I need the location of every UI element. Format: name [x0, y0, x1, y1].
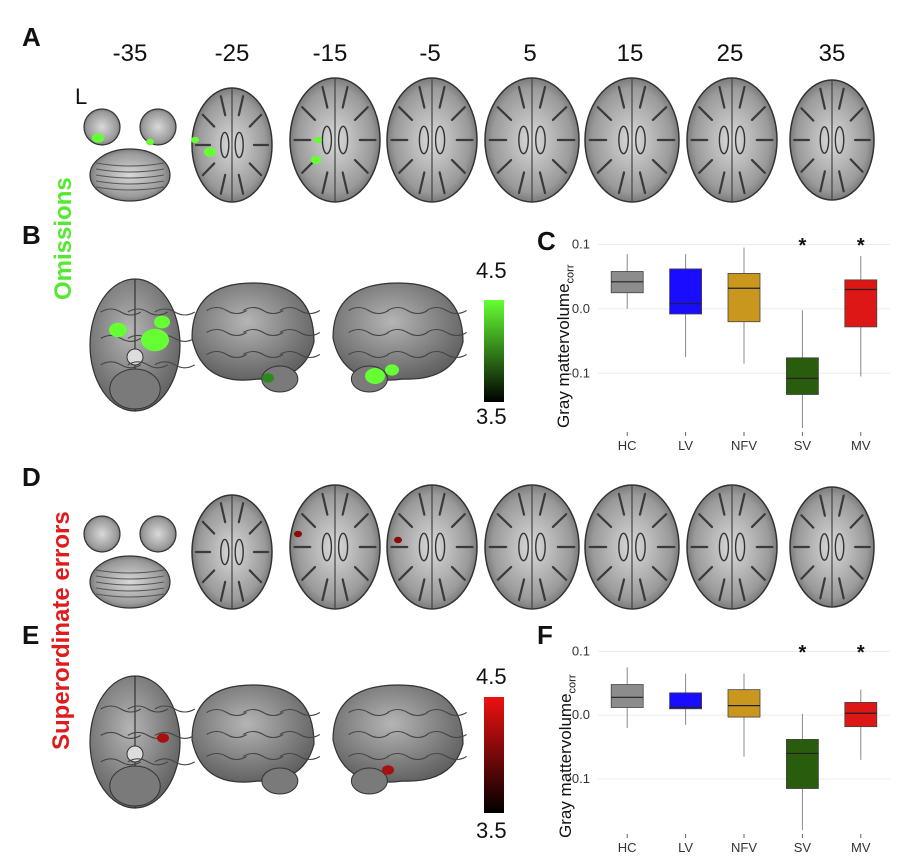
box-SV	[785, 739, 819, 789]
slice-a-minus35	[83, 108, 177, 202]
activation-green-1	[92, 133, 104, 143]
slice-coord-2: -15	[312, 40, 348, 67]
slice-coord-0: -35	[112, 40, 148, 67]
x-tick-label: SV	[794, 438, 812, 453]
box-NFV	[727, 273, 761, 323]
x-tick-label: LV	[678, 438, 693, 453]
panel-letter-a: A	[22, 22, 41, 52]
significance-star: *	[799, 235, 807, 257]
slice-coord-3: -5	[419, 40, 441, 67]
slice-d-25	[686, 484, 778, 610]
significance-star: *	[857, 642, 865, 664]
slice-a-minus5	[386, 77, 478, 203]
slice-a-25	[686, 77, 778, 203]
activation-green-b2	[141, 328, 169, 352]
significance-star: *	[857, 235, 865, 257]
x-tick-label: NFV	[731, 840, 757, 855]
brain-lateral-left-b	[191, 282, 321, 393]
red-colorbar-max: 4.5	[476, 664, 507, 689]
green-colorbar-max: 4.5	[476, 258, 507, 283]
slice-d-5	[484, 484, 580, 610]
box-MV	[844, 702, 878, 728]
activation-red-2	[394, 536, 402, 544]
activation-green-5	[311, 156, 321, 164]
brain-ventral-b	[89, 278, 196, 412]
box-LV	[669, 268, 702, 315]
activation-green-2	[146, 138, 154, 146]
activation-green-4	[191, 136, 199, 144]
brain-lateral-right-e	[332, 684, 467, 795]
significance-star: *	[799, 642, 807, 664]
y-tick-label: -0.1	[568, 365, 590, 380]
x-tick-label: LV	[678, 840, 693, 855]
brain-ventral-e	[89, 675, 196, 809]
left-hemisphere-label: L	[75, 84, 88, 109]
slice-d-35	[789, 486, 875, 608]
y-tick-label: 0.1	[572, 236, 590, 251]
activation-red-1	[294, 530, 302, 538]
green-colorbar	[484, 300, 504, 402]
brain-lateral-left-e	[191, 684, 321, 795]
slice-coord-7: 35	[818, 40, 846, 67]
panel-letter-d: D	[22, 462, 41, 492]
chart-c-ylabel: Gray mattervolumecorr	[554, 264, 577, 429]
panel-letter-b: B	[22, 220, 41, 250]
boxplot-chart-f: 0.1 0.0 -0.1 HC LV NFV SV * MV *	[568, 642, 890, 855]
activation-green-6	[314, 136, 322, 144]
activation-red-e2	[382, 765, 394, 775]
slice-a-35	[789, 79, 875, 201]
slice-d-minus25	[191, 494, 273, 610]
slice-a-minus25	[191, 87, 273, 203]
chart-f-ylabel: Gray mattervolumecorr	[556, 674, 579, 839]
activation-green-3	[204, 147, 216, 157]
slice-a-15	[584, 77, 680, 203]
slice-a-minus15	[289, 77, 381, 203]
box-MV	[844, 279, 878, 328]
slice-coord-6: 25	[716, 40, 744, 67]
slice-d-minus35	[83, 515, 177, 609]
x-tick-label: HC	[618, 438, 637, 453]
y-tick-label: 0.0	[572, 707, 590, 722]
red-colorbar-min: 3.5	[476, 818, 507, 843]
panel-letter-c: C	[537, 226, 556, 256]
x-tick-label: MV	[851, 840, 871, 855]
slice-d-minus5	[386, 484, 478, 610]
box-LV	[669, 692, 702, 710]
x-tick-label: HC	[618, 840, 637, 855]
y-tick-label: 0.1	[572, 643, 590, 658]
activation-green-b1	[109, 322, 127, 338]
box-HC	[610, 684, 644, 708]
x-tick-label: NFV	[731, 438, 757, 453]
green-colorbar-min: 3.5	[476, 404, 507, 429]
red-colorbar	[484, 697, 504, 813]
activation-red-e1	[157, 733, 169, 743]
activation-green-b3	[154, 315, 170, 329]
activation-green-b4	[262, 373, 274, 383]
panel-letter-f: F	[537, 620, 553, 650]
box-NFV	[727, 689, 761, 718]
panel-letter-e: E	[22, 620, 40, 650]
slice-coord-4: 5	[523, 40, 537, 67]
box-SV	[785, 357, 819, 395]
x-tick-label: SV	[794, 840, 812, 855]
activation-green-b5	[365, 368, 385, 384]
y-tick-label: 0.0	[572, 301, 590, 316]
boxplot-chart-c: 0.1 0.0 -0.1 HC LV NFV SV * MV *	[568, 235, 890, 453]
slice-d-minus15	[289, 484, 381, 610]
slice-coord-1: -25	[214, 40, 250, 67]
slice-a-5	[484, 77, 580, 203]
x-tick-label: MV	[851, 438, 871, 453]
slice-d-15	[584, 484, 680, 610]
activation-green-b6	[385, 364, 399, 376]
brain-lateral-right-b	[332, 282, 467, 393]
y-tick-label: -0.1	[568, 771, 590, 786]
slice-coord-5: 15	[616, 40, 644, 67]
